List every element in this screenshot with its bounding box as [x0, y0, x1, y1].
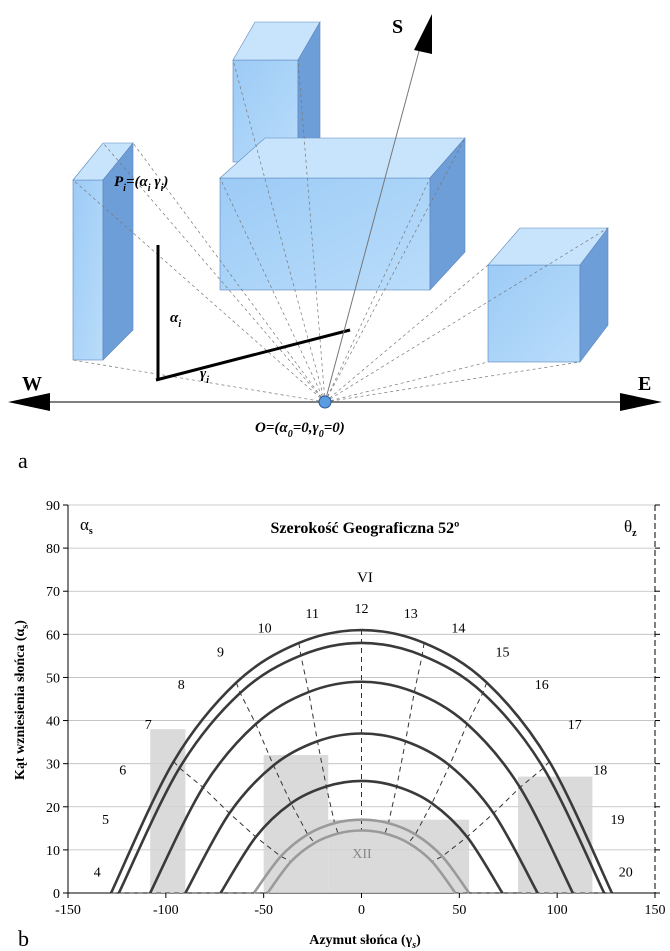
- sun-path: [219, 779, 504, 894]
- buildings: [72, 20, 609, 363]
- annotation: XII: [352, 847, 372, 862]
- building-side: [579, 227, 609, 363]
- hour-label: 8: [178, 678, 185, 693]
- y-tick-label: 40: [46, 715, 60, 730]
- sun-path-chart: 0 10 20 30 40 50 60 70 80 90 -150 -100 -50 0 50 100 150 4…: [46, 499, 666, 918]
- sight-line: [324, 361, 489, 403]
- sight-line: [324, 227, 609, 403]
- y-tick-label: 20: [46, 801, 60, 816]
- x-axis-label: Azymut słońca (γs): [309, 933, 421, 951]
- hour-label: 19: [610, 813, 624, 828]
- sight-line: [324, 137, 466, 403]
- north-label: S: [392, 16, 403, 38]
- building-side: [102, 142, 134, 361]
- panel-label: b: [18, 926, 29, 951]
- origin-label: O=(α0=0,γ0=0): [255, 420, 345, 440]
- obstacle: [150, 729, 186, 893]
- hour-label: 12: [355, 602, 369, 617]
- y-tick-label: 30: [46, 758, 60, 773]
- sun-path: [149, 680, 574, 894]
- hour-label: 20: [619, 866, 633, 881]
- obstacle: [263, 755, 329, 893]
- y-tick-label: 90: [46, 499, 60, 514]
- annotation: VI: [357, 570, 373, 586]
- sight-line: [72, 179, 326, 403]
- east-label: E: [638, 373, 651, 395]
- sight-line: [232, 59, 326, 403]
- sight-line: [324, 177, 431, 403]
- y-tick-label: 10: [46, 844, 60, 859]
- hour-label: 9: [217, 646, 224, 661]
- x-tick-label: -150: [55, 903, 81, 918]
- x-tick-label: 150: [645, 903, 666, 918]
- panel-label: a: [18, 448, 28, 473]
- hour-label: 16: [535, 678, 549, 693]
- x-tick-label: -50: [254, 903, 273, 918]
- alpha-label: αi: [170, 310, 181, 330]
- hour-label: 15: [495, 646, 509, 661]
- hour-label: 17: [568, 718, 582, 733]
- sun-path: [109, 628, 614, 894]
- x-tick-label: 0: [358, 903, 365, 918]
- gamma-label: γi: [200, 366, 209, 386]
- hour-label: 14: [451, 622, 465, 637]
- building-side: [429, 137, 466, 291]
- x-tick-label: -100: [153, 903, 179, 918]
- sun-path: [266, 829, 457, 894]
- arrow-east: [620, 393, 662, 411]
- point-label: Pi=(αi γi): [114, 174, 168, 194]
- sight-line: [72, 359, 326, 403]
- obstacle: [518, 776, 593, 893]
- x-tick-label: 100: [547, 903, 568, 918]
- azimuth-line: [155, 328, 351, 382]
- arrow-west: [8, 393, 50, 411]
- hour-label: 11: [305, 607, 318, 622]
- sight-line: [324, 361, 581, 403]
- y-tick-label: 50: [46, 671, 60, 686]
- sight-line: [219, 177, 326, 403]
- corner-label: αs: [80, 515, 93, 537]
- y-axis-label: Kąt wzniesienia słońca (αs): [13, 620, 31, 780]
- hour-label: 10: [258, 622, 272, 637]
- hour-label: 18: [593, 763, 607, 778]
- chart-title: Szerokość Geograficzna 52º: [271, 520, 460, 537]
- corner-label: θz: [624, 517, 637, 539]
- building-front: [72, 179, 104, 361]
- building-front: [487, 264, 581, 363]
- y-tick-label: 80: [46, 542, 60, 557]
- hour-label: 5: [102, 813, 109, 828]
- observer: [318, 395, 332, 409]
- west-label: W: [22, 373, 42, 395]
- sun-path: [184, 732, 539, 894]
- hour-label: 7: [145, 718, 152, 733]
- sight-lines: [72, 59, 609, 403]
- sun-direction: [324, 39, 423, 403]
- y-tick-label: 60: [46, 628, 60, 643]
- y-tick-label: 0: [53, 887, 60, 902]
- y-tick-label: 70: [46, 585, 60, 600]
- arrow-sun: [414, 14, 432, 54]
- hour-label: 4: [94, 866, 101, 881]
- sun-path: [252, 818, 471, 894]
- building-front: [219, 177, 431, 291]
- hour-label: 6: [119, 763, 126, 778]
- sight-line: [102, 142, 326, 403]
- sun-path: [117, 641, 606, 894]
- x-tick-label: 50: [452, 903, 466, 918]
- hour-line: [384, 642, 425, 834]
- hour-label: 13: [404, 607, 418, 622]
